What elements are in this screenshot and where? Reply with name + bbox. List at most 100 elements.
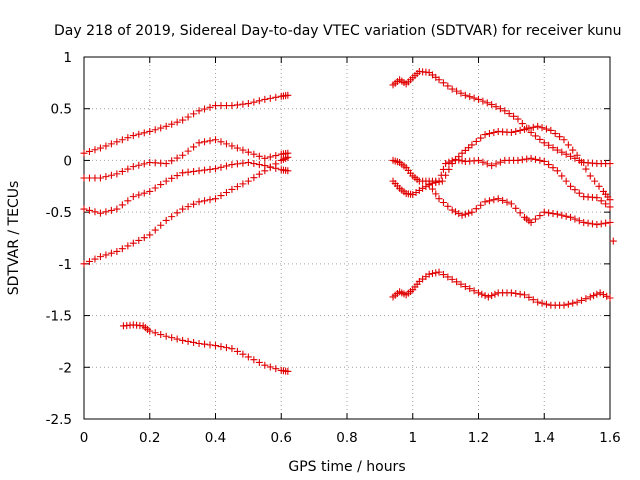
- axis-ticks: 0 0.2 0.4 0.6 0.8 1 1.2 1.4 1.6 -2.5 -2 -1.5 -1 -0.5 0…: [46, 50, 621, 446]
- data-point-marker: [439, 198, 447, 206]
- data-point-marker: [124, 165, 132, 173]
- data-point-marker: [195, 339, 203, 347]
- data-point-marker: [512, 204, 520, 212]
- data-point-marker: [475, 289, 482, 297]
- data-point-marker: [573, 151, 581, 159]
- data-point-marker: [135, 161, 143, 169]
- data-point-marker: [91, 146, 99, 154]
- data-point-marker: [529, 123, 537, 131]
- x-tick-label: 1.2: [468, 430, 489, 446]
- data-point-marker: [107, 206, 115, 214]
- data-point-marker: [455, 210, 463, 218]
- data-point-marker: [179, 336, 187, 344]
- data-point-marker: [514, 115, 522, 123]
- data-point-marker: [118, 136, 126, 144]
- data-point-marker: [575, 217, 583, 225]
- data-point-marker: [439, 165, 447, 173]
- data-point-marker: [481, 198, 489, 206]
- data-point-marker: [445, 158, 453, 166]
- data-point-marker: [578, 296, 586, 304]
- data-point-marker: [479, 158, 487, 166]
- data-point-marker: [124, 134, 132, 142]
- data-point-marker: [239, 180, 247, 188]
- data-point-marker: [507, 129, 515, 137]
- data-point-marker: [284, 153, 292, 161]
- data-point-marker: [96, 174, 104, 182]
- data-point-marker: [239, 100, 247, 108]
- data-point-marker: [124, 197, 132, 205]
- x-tick-label: 1.6: [599, 430, 620, 446]
- data-point-marker: [573, 298, 581, 306]
- data-point-marker: [179, 205, 187, 213]
- data-point-marker: [162, 160, 170, 168]
- data-point-marker: [481, 131, 489, 139]
- data-point-marker: [151, 329, 159, 337]
- data-point-marker: [562, 150, 570, 158]
- data-point-marker: [510, 112, 518, 120]
- data-point-marker: [599, 291, 607, 299]
- data-point-marker: [190, 200, 198, 208]
- data-point-marker: [157, 124, 165, 132]
- data-point-marker: [266, 163, 274, 171]
- data-point-marker: [582, 165, 590, 173]
- data-point-marker: [439, 271, 447, 279]
- data-point-marker: [534, 298, 542, 306]
- data-point-marker: [222, 162, 230, 170]
- x-tick-label: 0.8: [336, 430, 357, 446]
- data-point-marker: [569, 299, 577, 307]
- data-point-marker: [140, 234, 148, 242]
- data-point-marker: [525, 293, 533, 301]
- data-point-marker: [558, 172, 566, 180]
- data-point-marker: [521, 125, 529, 133]
- data-point-marker: [173, 335, 181, 343]
- data-point-marker: [162, 216, 170, 224]
- series-trace-4: [80, 153, 292, 268]
- data-point-marker: [266, 94, 274, 102]
- data-point-marker: [501, 107, 509, 115]
- data-point-marker: [540, 157, 548, 165]
- data-point-marker: [448, 157, 456, 165]
- data-point-marker: [217, 138, 225, 146]
- data-point-marker: [571, 186, 579, 194]
- data-point-marker: [584, 219, 592, 227]
- data-point-marker: [468, 141, 476, 149]
- data-point-marker: [523, 155, 531, 163]
- data-point-marker: [222, 344, 230, 352]
- data-point-marker: [118, 167, 126, 175]
- data-point-marker: [201, 166, 209, 174]
- data-point-marker: [521, 291, 529, 299]
- data-point-marker: [250, 150, 258, 158]
- data-point-marker: [597, 220, 605, 228]
- data-point-marker: [575, 189, 583, 197]
- data-point-marker: [140, 189, 148, 197]
- data-point-marker: [567, 182, 575, 190]
- data-point-marker: [477, 201, 485, 209]
- data-point-marker: [162, 122, 170, 130]
- data-point-marker: [609, 237, 617, 245]
- data-point-marker: [261, 95, 269, 103]
- data-point-marker: [560, 301, 568, 309]
- data-point-marker: [261, 167, 269, 175]
- data-point-marker: [540, 208, 548, 216]
- data-point-marker: [448, 85, 456, 93]
- data-point-marker: [545, 141, 553, 149]
- data-point-marker: [451, 155, 459, 163]
- data-point-marker: [250, 160, 258, 168]
- data-point-marker: [586, 172, 594, 180]
- data-point-marker: [206, 341, 214, 349]
- data-point-marker: [606, 203, 614, 211]
- data-point-marker: [549, 210, 557, 218]
- data-point-marker: [606, 294, 614, 302]
- data-point-marker: [135, 130, 143, 138]
- data-point-marker: [217, 163, 225, 171]
- data-point-marker: [222, 140, 230, 148]
- data-point-marker: [261, 361, 269, 369]
- data-point-marker: [461, 91, 469, 99]
- data-point-marker: [527, 154, 535, 162]
- data-point-marker: [606, 218, 614, 226]
- data-point-marker: [461, 210, 469, 218]
- data-point-marker: [284, 91, 292, 99]
- data-point-marker: [212, 342, 219, 350]
- data-point-marker: [516, 126, 524, 134]
- data-point-marker: [124, 242, 132, 250]
